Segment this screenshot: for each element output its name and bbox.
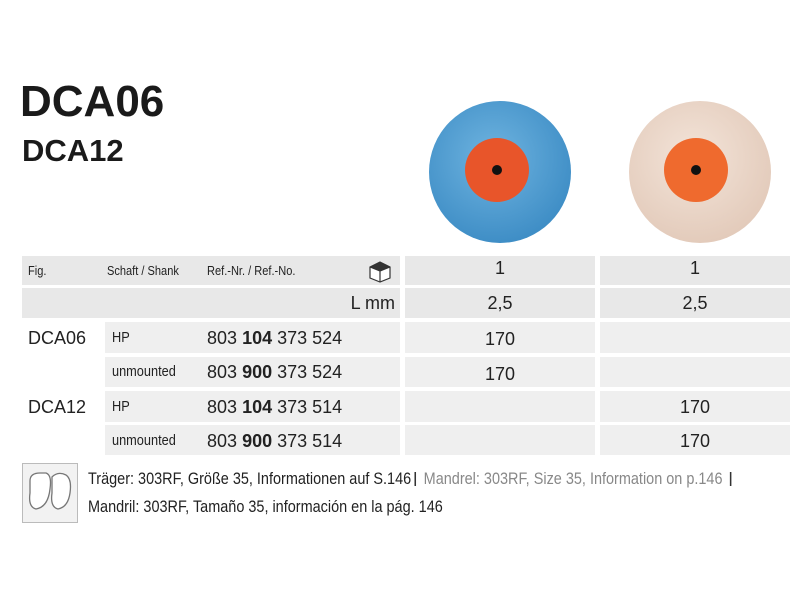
separator: ​ (411, 469, 420, 488)
subtitle: DCA12 (22, 133, 124, 168)
ref-part: 373 514 (277, 431, 343, 451)
note-text: Träger: 303RF, Größe 35, Informationen a… (88, 470, 735, 487)
box-icon (369, 261, 391, 283)
ref-part: 104 (242, 397, 273, 417)
figure-name: DCA06 (28, 328, 87, 348)
disc-blue (429, 101, 571, 243)
quantity: 170 (484, 329, 516, 349)
cell (405, 322, 595, 353)
ref-no: 803 900 373 524 (207, 363, 342, 381)
cell (405, 391, 595, 422)
unit-row (22, 288, 400, 318)
figure-name: DCA12 (28, 397, 87, 417)
ref-no: 803 104 373 524 (207, 329, 342, 347)
title: DCA06 (20, 77, 165, 126)
cell (600, 425, 790, 455)
ref-part: 373 514 (277, 397, 343, 417)
cell (405, 425, 595, 455)
ref-part: 803 (207, 431, 238, 451)
product-images (429, 101, 771, 243)
shank: unmounted (112, 363, 176, 380)
row (105, 322, 400, 353)
ref-part: 373 524 (277, 362, 343, 382)
col-header: Fig. (28, 263, 47, 278)
shank: HP (112, 398, 130, 415)
col-header: Schaft / Shank (107, 263, 179, 278)
ref-no: 803 104 373 514 (207, 398, 342, 416)
note-en: Mandrel: 303RF, Size 35, Information on … (423, 469, 723, 488)
cell (405, 357, 595, 387)
col-header: Ref.-Nr. / Ref.-No. (207, 263, 296, 278)
mandrel-icon (22, 463, 78, 523)
cell (600, 357, 790, 387)
separator (727, 469, 736, 488)
figure-number: 1 (494, 258, 505, 278)
cell (600, 288, 790, 318)
shank: HP (112, 329, 130, 346)
length: 2,5 (487, 293, 513, 313)
cell (405, 288, 595, 318)
shank: unmounted (112, 432, 176, 449)
quantity: 170 (679, 397, 711, 417)
ref-part: 900 (242, 362, 273, 382)
figure-number: 1 (689, 258, 700, 278)
ref-part: 373 524 (277, 328, 343, 348)
cell (600, 391, 790, 422)
ref-part: 803 (207, 397, 238, 417)
ref-no: 803 900 373 514 (207, 432, 342, 450)
ref-part: 803 (207, 328, 238, 348)
note-de: Träger: 303RF, Größe 35, Informationen a… (88, 469, 412, 488)
quantity: 170 (679, 431, 711, 451)
unit-label: L mm (350, 293, 395, 313)
row (105, 357, 400, 387)
header-row (22, 256, 400, 285)
ref-part: 803 (207, 362, 238, 382)
row (105, 425, 400, 455)
cell (600, 256, 790, 285)
ref-part: 900 (242, 431, 273, 451)
length: 2,5 (682, 293, 708, 313)
row (105, 391, 400, 422)
quantity: 170 (484, 364, 516, 384)
cell (600, 322, 790, 353)
note-es: Mandril: 303RF, Tamaño 35, información e… (88, 497, 443, 516)
disc-pink (629, 101, 771, 243)
ref-part: 104 (242, 328, 273, 348)
cell (405, 256, 595, 285)
